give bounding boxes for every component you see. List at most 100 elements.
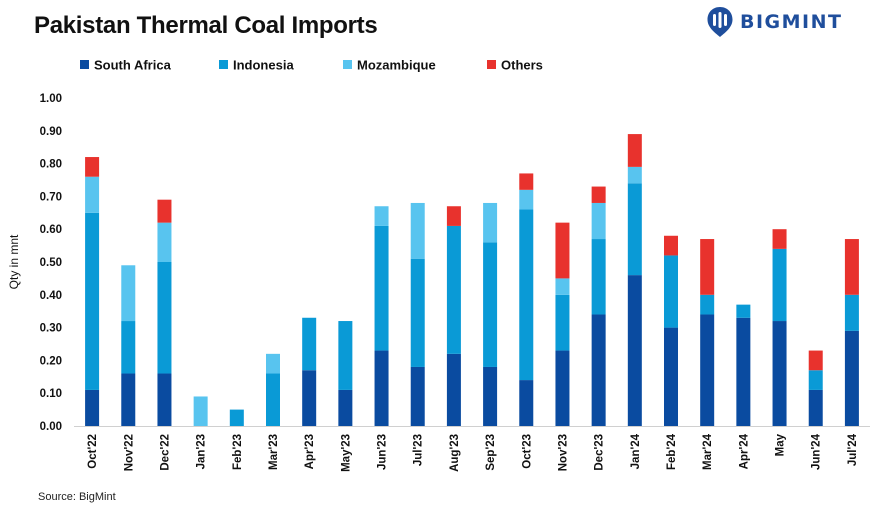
- legend-swatch: [343, 60, 352, 69]
- legend-label: Others: [501, 58, 543, 73]
- x-tick-label: Mar'24: [702, 433, 714, 470]
- bar-segment-indonesia: [338, 321, 353, 390]
- bar-segment-south-africa: [121, 373, 136, 426]
- x-axis: Oct'22 Nov'22 Dec'22 Jan'23 Feb'23 Mar'23 Apr'…: [74, 426, 870, 472]
- x-tick-label: Aug'23: [449, 434, 461, 472]
- bar-segment-indonesia: [736, 304, 751, 318]
- bar-segment-mozambique: [85, 176, 100, 213]
- y-axis: 0.00 0.10 0.20 0.30 0.40 0.50 0.60 0.70 0.80 0.90…: [40, 93, 62, 433]
- brand-logo: BIGMINT: [706, 4, 843, 40]
- y-tick-label: 0.20: [40, 355, 62, 367]
- bar-segment-others: [555, 222, 570, 279]
- bar-segment-mozambique: [193, 396, 208, 426]
- legend-label: South Africa: [94, 58, 172, 73]
- bar-segment-indonesia: [410, 258, 425, 367]
- x-tick-label: Nov'22: [123, 434, 135, 471]
- x-tick-label: Jan'23: [196, 434, 208, 469]
- bar-segment-mozambique: [410, 202, 425, 259]
- bar-segment-south-africa: [519, 380, 534, 426]
- bar-segment-south-africa: [446, 353, 461, 426]
- legend-swatch: [80, 60, 89, 69]
- bar-segment-indonesia: [229, 409, 244, 426]
- x-tick-label: Mar'23: [268, 434, 280, 470]
- x-tick-label: Oct'23: [521, 434, 533, 469]
- bar-segment-south-africa: [338, 389, 353, 426]
- y-tick-label: 0.10: [40, 388, 62, 400]
- y-tick-label: 0.90: [40, 126, 62, 138]
- bar-segment-south-africa: [808, 389, 823, 426]
- bar-segment-mozambique: [157, 222, 172, 262]
- bar-segment-south-africa: [591, 314, 606, 426]
- bar-segment-others: [446, 206, 461, 226]
- bar-segment-others: [808, 350, 823, 371]
- x-tick-label: Jun'23: [377, 434, 389, 470]
- source-note: Source: BigMint: [38, 491, 116, 503]
- bar-segment-others: [772, 229, 787, 249]
- x-tick-label: Jan'24: [630, 433, 642, 469]
- y-tick-label: 0.60: [40, 224, 62, 236]
- bar-segment-indonesia: [772, 248, 787, 322]
- x-tick-label: Dec'22: [159, 434, 171, 471]
- x-tick-label: Feb'23: [232, 434, 244, 470]
- legend-label: Mozambique: [357, 58, 436, 73]
- bar-segment-indonesia: [374, 225, 389, 351]
- bars: [85, 134, 859, 426]
- bar-segment-indonesia: [446, 225, 461, 354]
- bar-segment-south-africa: [736, 317, 751, 426]
- bar-segment-indonesia: [664, 255, 678, 328]
- bar-segment-others: [664, 235, 678, 256]
- brand-name: BIGMINT: [740, 11, 843, 33]
- bar-segment-indonesia: [157, 262, 172, 374]
- bar-segment-mozambique: [483, 202, 498, 243]
- bar-segment-south-africa: [374, 350, 389, 426]
- bigmint-logo-icon: [707, 7, 733, 37]
- bar-segment-mozambique: [266, 353, 280, 374]
- bar-segment-south-africa: [483, 366, 498, 426]
- bar-segment-south-africa: [627, 275, 642, 426]
- bar-segment-indonesia: [591, 239, 606, 315]
- x-tick-label: May: [775, 433, 787, 456]
- bar-segment-others: [844, 239, 859, 295]
- x-tick-label: Oct'22: [87, 434, 99, 469]
- y-tick-label: 0.50: [40, 257, 62, 269]
- bar-segment-indonesia: [555, 294, 570, 351]
- chart-title: Pakistan Thermal Coal Imports: [34, 12, 378, 39]
- bar-segment-south-africa: [555, 350, 570, 426]
- bar-segment-indonesia: [266, 373, 280, 426]
- x-tick-label: Sep'23: [485, 434, 497, 471]
- bar-segment-mozambique: [374, 206, 389, 226]
- bar-segment-others: [157, 199, 172, 223]
- bar-segment-south-africa: [844, 330, 859, 426]
- x-tick-label: Apr'24: [738, 433, 750, 469]
- bar-segment-indonesia: [700, 294, 715, 315]
- y-tick-label: 0.30: [40, 323, 62, 335]
- bar-segment-south-africa: [410, 366, 425, 426]
- bar-segment-mozambique: [121, 265, 136, 322]
- bar-segment-indonesia: [85, 212, 100, 390]
- bar-segment-others: [85, 157, 100, 177]
- bar-segment-south-africa: [85, 389, 100, 426]
- y-tick-label: 0.80: [40, 159, 62, 171]
- bar-segment-mozambique: [519, 189, 534, 210]
- y-tick-label: 0.40: [40, 290, 62, 302]
- bar-segment-south-africa: [157, 373, 172, 426]
- bar-segment-others: [700, 239, 715, 295]
- x-tick-label: Nov'23: [557, 434, 569, 471]
- y-tick-label: 1.00: [40, 93, 62, 105]
- bar-segment-mozambique: [591, 202, 606, 240]
- x-tick-label: Dec'23: [594, 434, 606, 471]
- bar-segment-mozambique: [627, 166, 642, 184]
- x-tick-label: Jul'23: [413, 434, 425, 466]
- legend-label: Indonesia: [233, 58, 294, 73]
- bar-segment-south-africa: [772, 321, 787, 426]
- bar-segment-indonesia: [844, 294, 859, 331]
- bar-segment-south-africa: [664, 327, 678, 426]
- bar-segment-south-africa: [700, 314, 715, 426]
- y-axis-title: Qty in mnt: [7, 234, 21, 289]
- bar-segment-indonesia: [519, 209, 534, 381]
- bar-segment-others: [591, 186, 606, 203]
- bar-segment-indonesia: [302, 317, 317, 371]
- bar-segment-mozambique: [555, 278, 570, 295]
- x-tick-label: Jul'24: [847, 433, 859, 466]
